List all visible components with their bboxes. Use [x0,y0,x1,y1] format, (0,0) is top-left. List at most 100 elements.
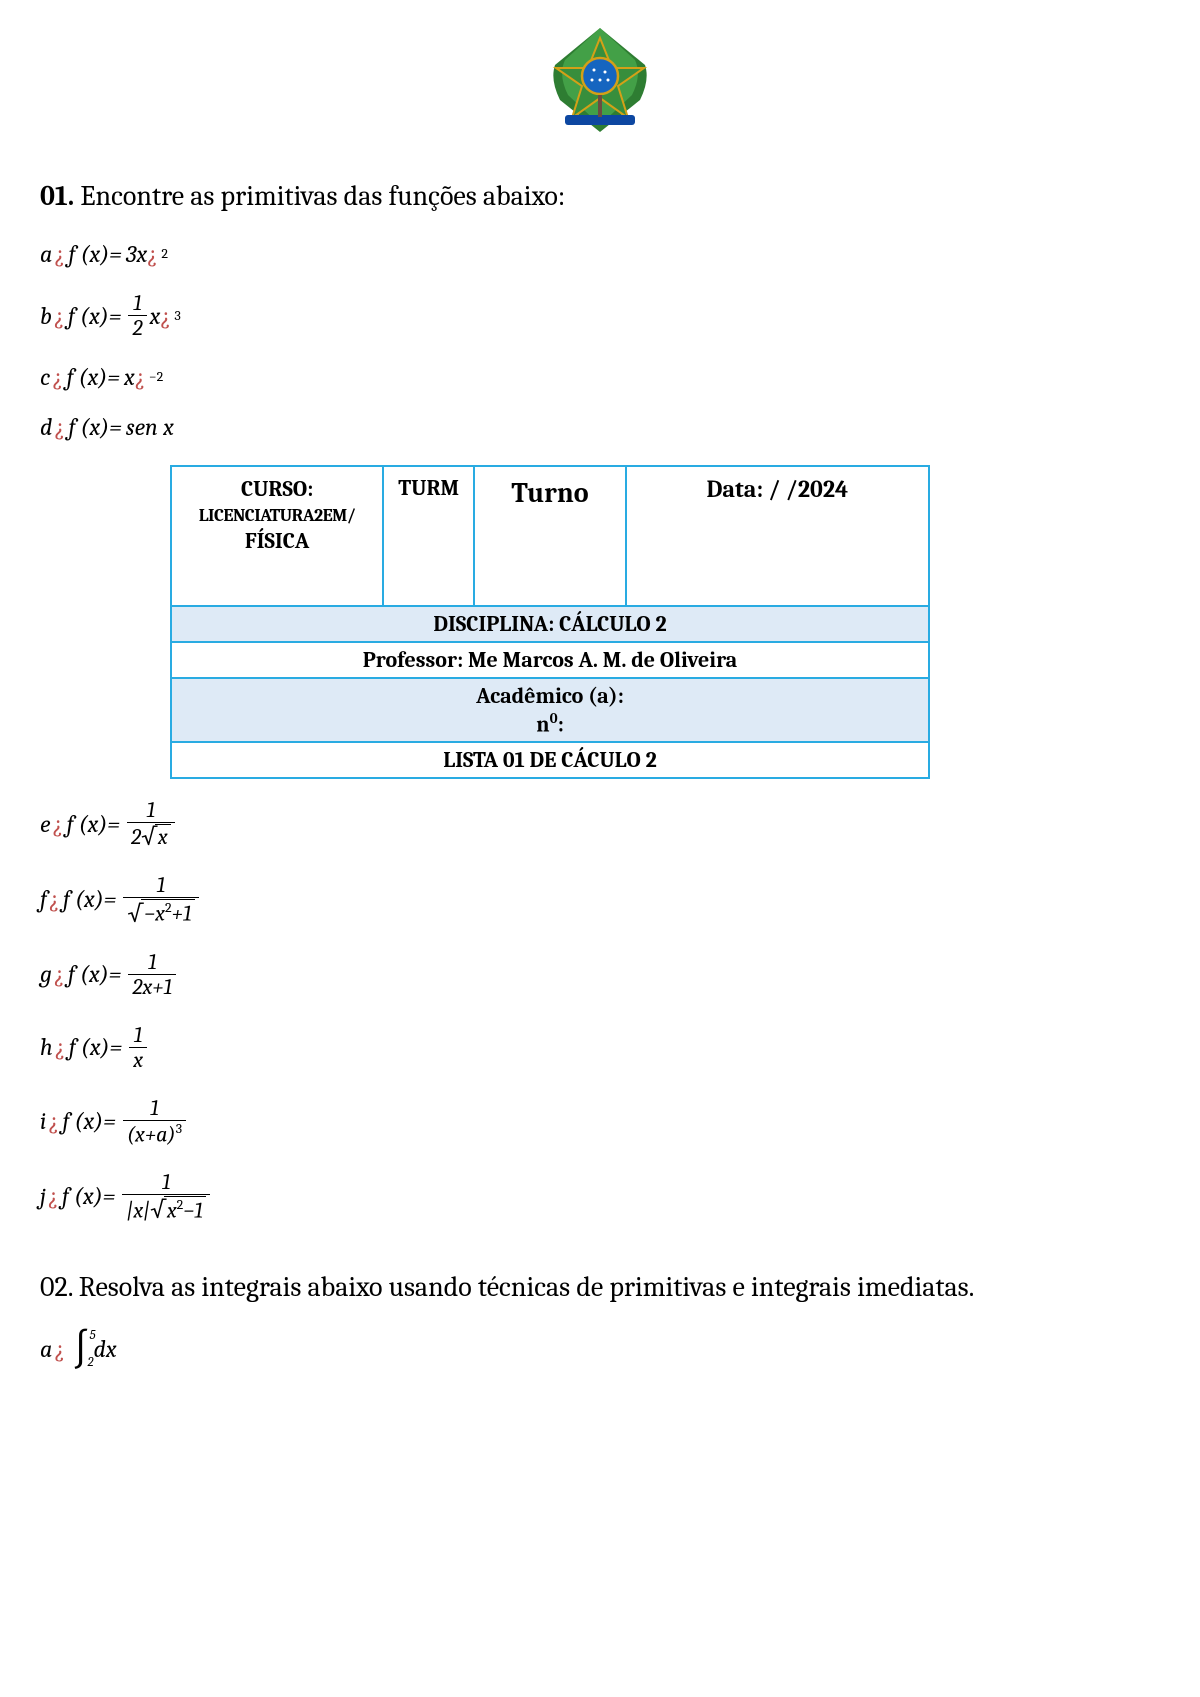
int-a-dot: ¿ [54,1337,64,1361]
eq-j-label: j [40,1184,46,1208]
eq-c-dot: ¿ [52,365,62,389]
eq-f-frac: 1 √−x2+1 [123,874,198,924]
eq-d-fx: f (x)= [68,415,121,439]
eq-a-dot: ¿ [54,242,64,266]
equation-a: a ¿ f (x)= 3x ¿2 [40,242,1160,266]
eq-g-dot: ¿ [54,962,64,986]
int-a-body: dx [94,1337,117,1361]
num-exp: 0 [550,709,558,727]
numero-label: n0: [172,709,928,737]
eq-h-dot: ¿ [55,1035,65,1059]
data-label: Data: / /2024 [631,475,924,503]
eq-b-label: b [40,304,52,328]
eq-b-dot2: ¿ [160,304,170,328]
equation-b: b ¿ f (x)= 1 2 x ¿3 [40,292,1160,339]
eq-c-body: x [124,365,135,389]
int-a-label: a [40,1337,52,1361]
eq-a-label: a [40,242,52,266]
eq-i-label: i [40,1109,46,1133]
eq-e-coef: 2 [131,824,141,850]
eq-a-exp: 2 [161,247,168,261]
eq-a-dot2: ¿ [147,242,157,266]
brazil-coat-of-arms-icon [540,20,660,140]
equation-d: d ¿ f (x)= sen x [40,415,1160,439]
eq-b-fx: f (x)= [68,304,121,328]
eq-b-num: 1 [129,292,146,315]
eq-i-den-exp: 3 [176,1120,182,1137]
eq-h-den: x [129,1047,147,1071]
eq-b-frac: 1 2 [128,292,146,339]
eq-i-fx: f (x)= [62,1109,115,1133]
question-01-text: Encontre as primitivas das funções abaix… [80,180,565,212]
eq-i-dot: ¿ [48,1109,58,1133]
turno-cell: Turno [474,466,626,606]
eq-e-den: 2√x [127,822,175,848]
eq-g-num: 1 [144,951,161,974]
equation-e: e ¿ f (x)= 1 2√x [40,799,1160,848]
eq-b-den: 2 [128,315,146,339]
int-a-lower: 2 [88,1356,94,1369]
eq-f-rad-body: −x2+1 [141,899,194,924]
int-a-symbol: 5 ∫ 2 [73,1333,90,1365]
eq-f-rad-exp: 2 [165,899,172,916]
eq-j-tail: −1 [183,1197,203,1223]
eq-g-label: g [40,962,52,986]
curso-line2: LICENCIATURA2EM/ [176,504,378,527]
eq-e-num: 1 [143,799,160,822]
disciplina-cell: DISCIPLINA: CÁLCULO 2 [171,606,929,642]
course-header-table: CURSO: LICENCIATURA2EM/ FÍSICA TURM Turn… [170,465,930,779]
header-emblem-container [40,20,1160,140]
eq-f-rad: −x [144,901,165,927]
equation-j: j ¿ f (x)= 1 |x|√x2−1 [40,1171,1160,1221]
eq-c-dot2: ¿ [135,365,145,389]
equation-f: f ¿ f (x)= 1 √−x2+1 [40,874,1160,924]
eq-g-frac: 1 2x+1 [128,951,176,998]
eq-e-fx: f (x)= [67,812,120,836]
eq-f-tail: +1 [172,901,192,927]
eq-j-frac: 1 |x|√x2−1 [122,1171,210,1221]
lista-row: LISTA 01 DE CÁCULO 2 [171,742,929,778]
eq-c-fx: f (x)= [67,365,120,389]
num-prefix: n [536,711,549,737]
eq-f-fx: f (x)= [63,887,116,911]
turma-label: TURM [388,475,469,501]
eq-i-num: 1 [146,1097,163,1120]
equation-i: i ¿ f (x)= 1 (x+a)3 [40,1097,1160,1145]
academico-cell: Acadêmico (a): n0: [171,678,929,742]
eq-b-exp: 3 [174,309,180,323]
professor-row: Professor: Me Marcos A. M. de Oliveira [171,642,929,678]
curso-line3: FÍSICA [176,527,378,556]
eq-c-label: c [40,365,50,389]
equation-c: c ¿ f (x)= x ¿−2 [40,365,1160,389]
eq-i-frac: 1 (x+a)3 [123,1097,186,1145]
num-suffix: : [558,711,564,737]
curso-cell: CURSO: LICENCIATURA2EM/ FÍSICA [171,466,383,606]
question-02-heading: 02. Resolva as integrais abaixo usando t… [40,1271,1160,1303]
eq-j-sqrt: √x2−1 [150,1196,206,1221]
eq-j-dot: ¿ [48,1184,58,1208]
eq-d-label: d [40,415,52,439]
question-01-number: 01. [40,180,74,212]
eq-j-abs: |x| [126,1197,150,1223]
eq-f-den: √−x2+1 [123,897,198,924]
eq-d-dot: ¿ [54,415,64,439]
eq-e-sqrt: √x [141,824,171,848]
int-a-upper: 5 [90,1329,96,1342]
integral-a: a ¿ 5 ∫ 2 dx [40,1333,1160,1365]
turma-cell: TURM [383,466,474,606]
eq-h-fx: f (x)= [69,1035,122,1059]
eq-f-sqrt: √−x2+1 [127,899,194,924]
eq-j-rad: x [167,1197,177,1223]
eq-j-fx: f (x)= [62,1184,115,1208]
data-cell: Data: / /2024 [626,466,929,606]
academico-label: Acadêmico (a): [172,683,928,709]
eq-j-num: 1 [158,1171,175,1194]
turno-label: Turno [479,477,621,509]
eq-b-dot: ¿ [54,304,64,328]
disciplina-row: DISCIPLINA: CÁLCULO 2 [171,606,929,642]
eq-j-rad-body: x2−1 [164,1196,206,1221]
eq-d-body: sen x [126,415,174,439]
eq-e-label: e [40,812,50,836]
professor-cell: Professor: Me Marcos A. M. de Oliveira [171,642,929,678]
eq-i-den-base: (x+a) [127,1121,176,1147]
